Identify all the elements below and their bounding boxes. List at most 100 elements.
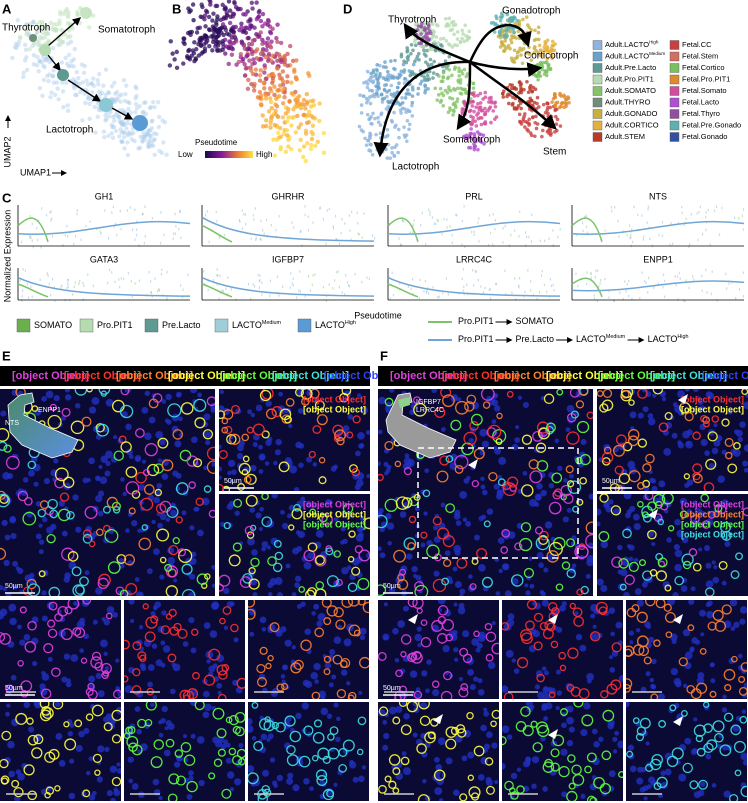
nucleus — [434, 757, 440, 763]
nucleus — [411, 566, 417, 572]
nucleus — [210, 630, 218, 638]
cell-point — [118, 99, 122, 103]
cell-point — [362, 94, 366, 98]
expression-point — [614, 206, 615, 209]
expression-point — [426, 291, 427, 294]
cell-point — [373, 117, 377, 121]
cell-point — [457, 74, 461, 78]
cell-point — [375, 69, 379, 73]
cell-point — [227, 62, 231, 66]
expression-point — [19, 279, 20, 282]
nucleus — [541, 592, 546, 597]
cell-point — [124, 83, 128, 87]
expression-point — [46, 214, 47, 217]
nucleus — [389, 388, 394, 393]
expression-point — [131, 280, 132, 283]
nucleus — [706, 580, 714, 588]
nucleus — [678, 774, 686, 782]
legend-swatch — [670, 52, 679, 61]
nucleus — [442, 645, 449, 652]
expression-point — [136, 234, 137, 237]
nucleus — [159, 574, 164, 579]
nucleus — [83, 728, 89, 734]
cell-point — [307, 74, 311, 78]
cell-point — [141, 134, 145, 138]
nucleus — [674, 544, 680, 550]
expression-point — [739, 288, 740, 291]
expression-point — [726, 287, 727, 290]
nucleus — [563, 516, 569, 522]
cell-point — [190, 53, 194, 57]
cell-point — [122, 146, 126, 150]
colorbar-label: High — [256, 150, 272, 159]
nucleus — [474, 535, 480, 541]
cell-point — [129, 110, 133, 114]
cell-point — [371, 79, 375, 83]
cell-point — [451, 45, 455, 49]
cell-point — [463, 68, 467, 72]
cell-point — [223, 25, 227, 29]
cell-point — [507, 27, 511, 31]
cell-point — [534, 87, 538, 91]
cell-point — [452, 20, 456, 24]
nucleus — [129, 599, 135, 605]
nucleus — [176, 392, 182, 398]
expression-point — [518, 286, 519, 289]
nucleus — [272, 780, 277, 785]
nucleus — [296, 530, 301, 535]
nucleus — [700, 632, 704, 636]
cell-point — [224, 7, 228, 11]
cell-point — [168, 63, 172, 67]
trajectory-node — [99, 98, 113, 112]
cell-point — [389, 59, 393, 63]
expression-point — [277, 276, 278, 279]
cell-point — [250, 6, 254, 10]
nucleus — [439, 798, 443, 802]
cell-point — [472, 86, 476, 90]
cell-point — [367, 78, 371, 82]
nucleus — [28, 470, 35, 477]
cell-point — [537, 38, 541, 42]
expression-point — [132, 229, 133, 232]
nucleus — [453, 647, 458, 652]
nucleus — [617, 545, 622, 550]
cell-point — [301, 155, 305, 159]
expression-point — [166, 271, 167, 274]
cell-point — [476, 148, 480, 152]
cell-point — [87, 102, 91, 106]
legend-label-text: Adult.LACTO — [605, 51, 649, 60]
inset-label: ENPP1 — [38, 407, 61, 414]
nucleus — [650, 684, 655, 689]
cell-point — [472, 92, 476, 96]
legend-label-text: Fetal.Pre.Gonado — [682, 120, 741, 129]
expression-point — [463, 268, 464, 271]
nucleus — [480, 725, 487, 732]
cell-point — [546, 63, 550, 67]
cell-point — [32, 53, 36, 57]
cell-point — [407, 128, 411, 132]
expression-point — [144, 242, 145, 245]
nucleus — [648, 637, 654, 643]
expression-point — [663, 274, 664, 277]
cell-point — [519, 86, 523, 90]
cell-point — [392, 111, 396, 115]
nucleus — [314, 679, 319, 684]
expression-point — [76, 213, 77, 216]
nucleus — [560, 749, 567, 756]
nucleus — [154, 601, 161, 608]
nucleus — [253, 592, 258, 597]
cell-point — [264, 118, 268, 122]
cell-point — [368, 131, 372, 135]
nucleus — [55, 733, 62, 740]
cell-point — [261, 81, 265, 85]
nucleus — [153, 548, 160, 555]
nucleus — [139, 625, 143, 629]
cell-point — [527, 123, 531, 127]
nucleus — [433, 525, 438, 530]
cell-point — [222, 15, 226, 19]
cell-point — [384, 147, 388, 151]
cell-point — [97, 72, 101, 76]
nucleus — [382, 745, 388, 751]
expression-point — [77, 209, 78, 212]
trajectory-node — [29, 34, 37, 42]
